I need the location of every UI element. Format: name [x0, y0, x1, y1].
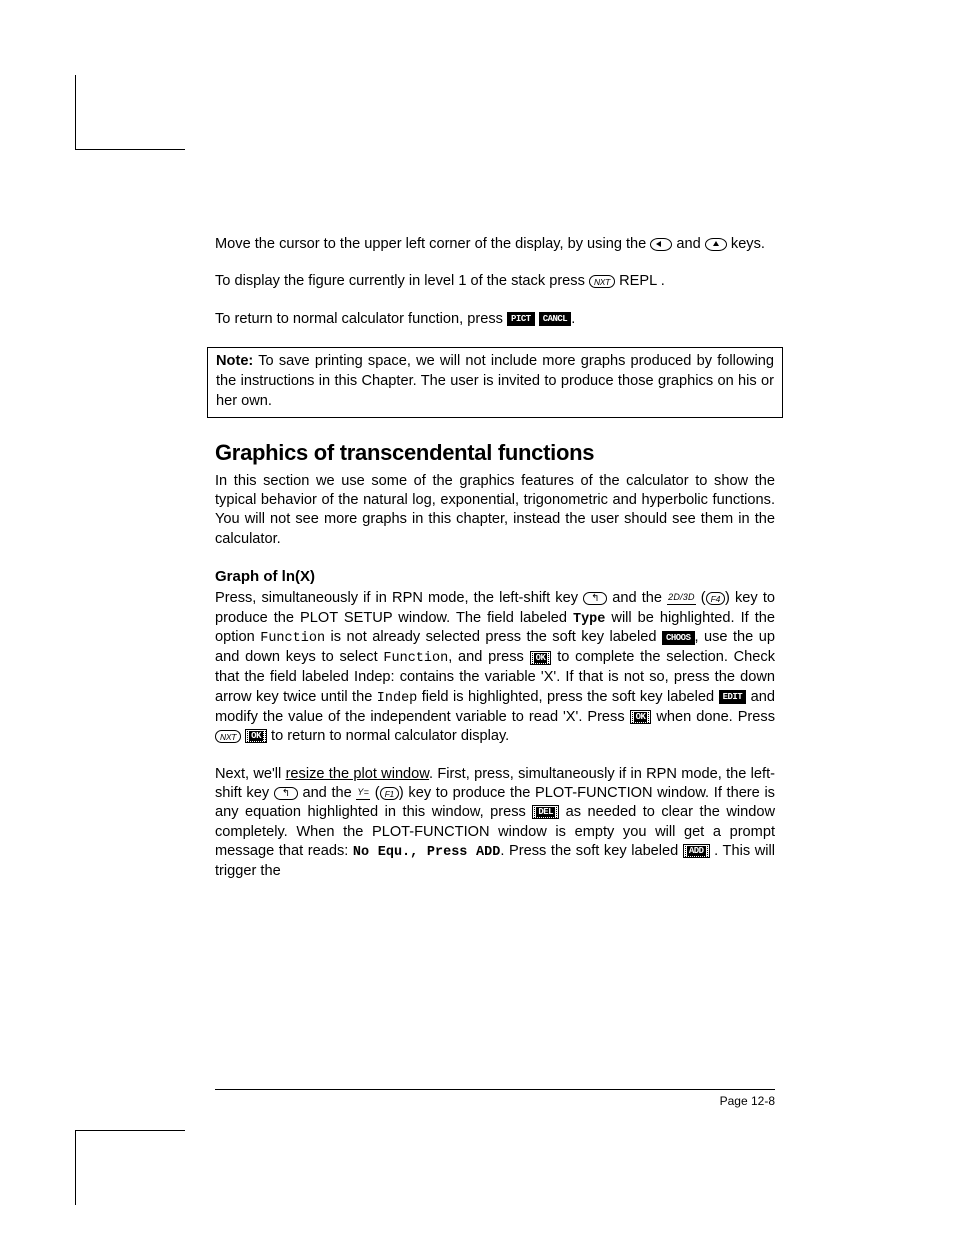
text: To display the figure currently in level…: [215, 273, 589, 289]
paragraph-return-normal: To return to normal calculator function,…: [215, 310, 775, 329]
text: Press, simultaneously if in RPN mode, th…: [215, 590, 583, 606]
section-intro: In this section we use some of the graph…: [215, 472, 775, 550]
text: and: [676, 236, 704, 252]
text: .: [571, 311, 575, 327]
resize-underline: resize the plot window: [286, 766, 429, 782]
text: (: [696, 590, 706, 606]
nxt-key-icon: NXT: [589, 275, 615, 288]
text: Next, we'll: [215, 766, 286, 782]
text: field is highlighted, press the soft key…: [417, 689, 718, 705]
note-label: Note:: [216, 353, 253, 369]
text: to return to normal calculator display.: [267, 728, 509, 744]
text: is not already selected press the soft k…: [325, 629, 662, 645]
ok-softkey-icon: OK: [530, 651, 552, 665]
subheading-graph-lnx: Graph of ln(X): [215, 567, 775, 587]
cancl-softkey-icon: CANCL: [539, 312, 572, 326]
note-box: Note: To save printing space, we will no…: [207, 347, 783, 418]
paragraph-graph-setup: Press, simultaneously if in RPN mode, th…: [215, 589, 775, 746]
text: when done. Press: [651, 709, 775, 725]
note-body: To save printing space, we will not incl…: [216, 353, 774, 408]
up-arrow-key-icon: [705, 238, 727, 251]
ok-softkey-icon-2: OK: [630, 710, 652, 724]
nxt-key-icon-2: NXT: [215, 730, 241, 743]
del-softkey-icon: DEL: [532, 805, 559, 819]
text: . Press the soft key labeled: [500, 843, 683, 859]
function-option: Function: [260, 631, 325, 646]
text: , and press: [448, 649, 529, 665]
paragraph-resize-plot: Next, we'll resize the plot window. Firs…: [215, 765, 775, 882]
f1-key-icon: F1: [380, 787, 399, 800]
function-option-2: Function: [383, 651, 448, 666]
paragraph-cursor: Move the cursor to the upper left corner…: [215, 235, 775, 254]
left-shift-key-icon: [583, 592, 607, 605]
text: To return to normal calculator function,…: [215, 311, 507, 327]
yeq-label-icon: Y=: [356, 787, 370, 800]
text: Move the cursor to the upper left corner…: [215, 236, 650, 252]
paragraph-display-figure: To display the figure currently in level…: [215, 272, 775, 291]
no-equ-prompt: No Equ., Press ADD: [353, 845, 500, 860]
text: keys.: [731, 236, 765, 252]
add-softkey-icon: ADD: [683, 844, 710, 858]
choos-softkey-icon: CHOOS: [662, 631, 695, 645]
text: (: [370, 785, 380, 801]
pict-softkey-icon: PICT: [507, 312, 535, 326]
2d3d-label-icon: 2D/3D: [667, 592, 696, 605]
left-shift-key-icon-2: [274, 787, 298, 800]
page-content: Move the cursor to the upper left corner…: [215, 235, 775, 882]
text: and the: [298, 785, 357, 801]
text: REPL .: [615, 273, 665, 289]
indep-field: Indep: [377, 691, 418, 706]
crop-mark-bottom-left: [75, 1130, 185, 1205]
text: and the: [607, 590, 667, 606]
footer-rule: [215, 1089, 775, 1090]
page-footer: Page 12-8: [215, 1094, 775, 1108]
ok-softkey-icon-3: OK: [245, 729, 267, 743]
type-field: Type: [573, 612, 605, 627]
f4-key-icon: F4: [706, 592, 725, 605]
crop-mark-top-left: [75, 75, 185, 150]
left-arrow-key-icon: [650, 238, 672, 251]
edit-softkey-icon: EDIT: [719, 690, 747, 704]
section-title: Graphics of transcendental functions: [215, 438, 775, 467]
